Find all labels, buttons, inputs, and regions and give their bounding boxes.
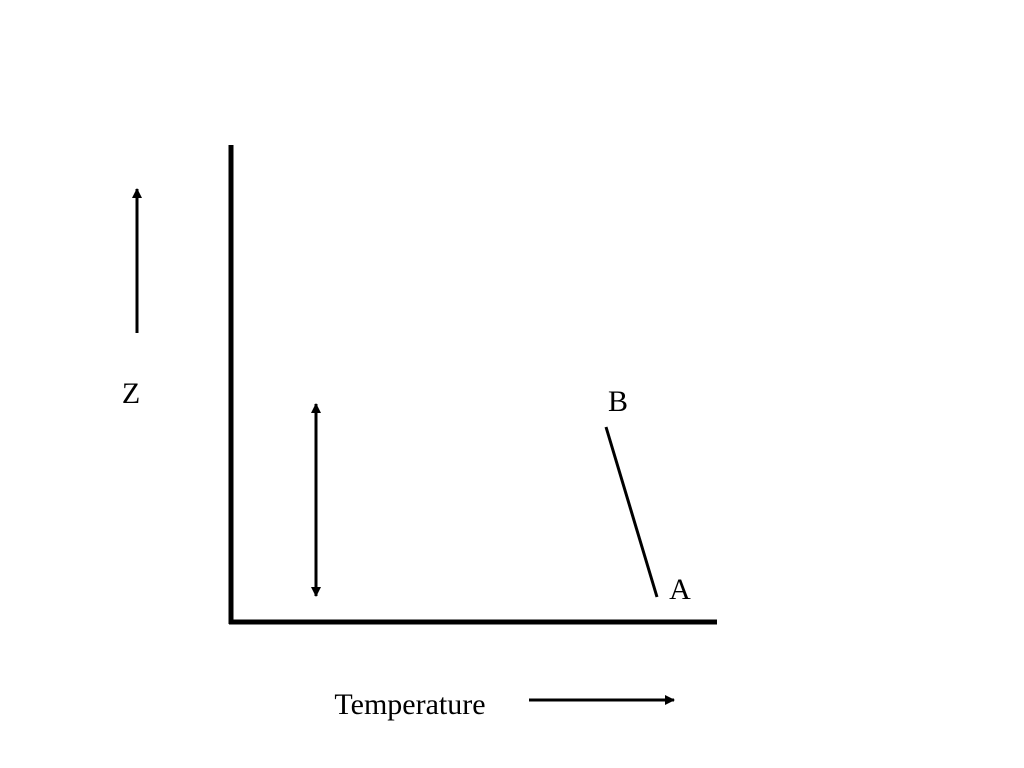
x-axis-label: Temperature bbox=[334, 688, 485, 721]
z-label: Z bbox=[122, 377, 140, 410]
b-label: B bbox=[608, 385, 628, 418]
a-label: A bbox=[669, 573, 691, 606]
profile-line bbox=[604, 426, 659, 598]
